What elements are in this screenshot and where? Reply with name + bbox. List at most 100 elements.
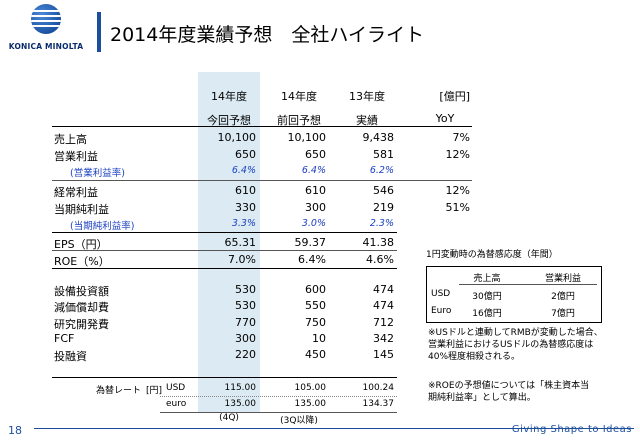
row-value: 650 — [305, 148, 326, 161]
row-value: 10,100 — [287, 131, 327, 144]
title-accent-bar — [97, 12, 101, 52]
header-col1-year: 14年度 — [211, 90, 247, 103]
row-value: 474 — [373, 283, 394, 296]
note-roe-line2: 期純利益率」として算出。 — [428, 393, 536, 403]
row-value: 59.37 — [294, 236, 327, 249]
row-rule — [52, 180, 472, 181]
sensitivity-header-op: 営業利益 — [544, 274, 581, 284]
row-rule — [52, 250, 397, 251]
row-label-eps: EPS（円） — [54, 238, 108, 251]
header-col4: YoY — [435, 112, 455, 125]
row-value: 4.6% — [366, 253, 394, 266]
fx-unit: [円] — [146, 386, 163, 396]
row-value: 300 — [235, 332, 256, 345]
footer-rule — [34, 428, 634, 429]
row-value: 41.38 — [362, 236, 395, 249]
fx-value: 115.00 — [224, 383, 257, 393]
row-value: 145 — [373, 348, 394, 361]
sensitivity-value: 2億円 — [551, 292, 575, 302]
logo-text: KONICA MINOLTA — [8, 42, 84, 51]
row-rule — [52, 268, 397, 269]
row-label-operating-income: 営業利益 — [54, 150, 98, 163]
row-value: 10,100 — [217, 131, 257, 144]
row-value: 300 — [305, 201, 326, 214]
fx-bottom-rule — [160, 412, 397, 413]
fx-euro-label: euro — [166, 399, 187, 409]
note-rmb-line1: ※USドルと連動してRMBが変動した場合、 — [428, 328, 603, 338]
row-value: 6.4% — [298, 253, 326, 266]
fx-value: 134.37 — [362, 399, 395, 409]
fx-value: 100.24 — [362, 383, 395, 393]
fx-value: 135.00 — [224, 399, 257, 409]
row-value: 546 — [373, 184, 394, 197]
header-col2: 前回予想 — [277, 114, 321, 127]
note-roe-line1: ※ROEの予想値については「株主資本当 — [428, 381, 590, 391]
row-label-investments: 投融資 — [54, 350, 87, 363]
row-value: 610 — [235, 184, 256, 197]
row-label-roe: ROE（%） — [54, 255, 110, 268]
fx-label: 為替レート — [96, 386, 142, 396]
row-label-fcf: FCF — [54, 332, 75, 345]
sensitivity-value: 30億円 — [472, 292, 502, 302]
sensitivity-rule — [459, 284, 597, 285]
row-value: 65.31 — [224, 236, 257, 249]
fx-value: 135.00 — [294, 399, 327, 409]
row-value: 770 — [235, 316, 256, 329]
header-col1: 今回予想 — [207, 114, 251, 127]
sensitivity-usd-label: USD — [431, 289, 451, 299]
row-value: 3.3% — [231, 218, 256, 229]
sensitivity-table: 売上高 営業利益 USD 30億円 2億円 Euro 16億円 7億円 — [426, 266, 602, 323]
fx-value: 105.00 — [294, 383, 327, 393]
row-value: 450 — [305, 348, 326, 361]
row-value: 750 — [305, 316, 326, 329]
footer-tagline: Giving Shape to Ideas — [511, 424, 632, 435]
sensitivity-euro-label: Euro — [431, 306, 452, 316]
row-label-sales: 売上高 — [54, 133, 87, 146]
note-rmb-line3: 40%程度相殺される。 — [428, 352, 521, 362]
header-col2-year: 14年度 — [281, 90, 317, 103]
row-value: 342 — [373, 332, 394, 345]
row-value: 6.4% — [231, 165, 256, 176]
row-value: 600 — [305, 283, 326, 296]
row-value: 474 — [373, 299, 394, 312]
row-value: 2.3% — [369, 218, 394, 229]
current-forecast-highlight — [198, 72, 260, 412]
row-value: 3.0% — [301, 218, 326, 229]
row-value: 530 — [235, 299, 256, 312]
row-label-depreciation: 減価償却費 — [54, 301, 109, 314]
row-value: 7% — [452, 131, 470, 144]
fx-note-3q: (3Q以降) — [280, 416, 318, 426]
row-label-net-margin: (当期純利益率) — [70, 221, 135, 232]
fx-divider — [160, 396, 397, 397]
row-value: 650 — [235, 148, 256, 161]
row-value: 610 — [305, 184, 326, 197]
sensitivity-header-sales: 売上高 — [473, 274, 501, 284]
row-value: 220 — [235, 348, 256, 361]
header-rule — [52, 126, 472, 127]
header-col3: 実績 — [356, 114, 378, 127]
row-label-ordinary-income: 経常利益 — [54, 186, 98, 199]
fx-usd-label: USD — [166, 383, 186, 393]
sensitivity-title: 1円変動時の為替感応度（年間） — [426, 250, 558, 260]
row-label-operating-margin: (営業利益率) — [70, 168, 125, 179]
row-value: 51% — [445, 201, 470, 214]
row-value: 330 — [235, 201, 256, 214]
row-value: 10 — [312, 332, 326, 345]
row-value: 530 — [235, 283, 256, 296]
row-label-net-income: 当期純利益 — [54, 203, 109, 216]
row-value: 219 — [373, 201, 394, 214]
row-value: 7.0% — [228, 253, 256, 266]
row-value: 6.4% — [301, 165, 326, 176]
fx-rule — [52, 377, 397, 378]
sensitivity-value: 7億円 — [551, 309, 575, 319]
note-rmb-line2: 営業利益におけるUSドルの為替感応度は — [428, 340, 594, 350]
row-value: 581 — [373, 148, 394, 161]
row-label-capex: 設備投資額 — [54, 285, 109, 298]
fx-note-4q: (4Q) — [219, 413, 239, 423]
row-value: 712 — [373, 316, 394, 329]
row-value: 12% — [445, 184, 470, 197]
company-logo: KONICA MINOLTA — [6, 4, 86, 60]
globe-logo-icon — [31, 4, 61, 34]
page-title: 2014年度業績予想 全社ハイライト — [110, 24, 424, 46]
row-value: 12% — [445, 148, 470, 161]
